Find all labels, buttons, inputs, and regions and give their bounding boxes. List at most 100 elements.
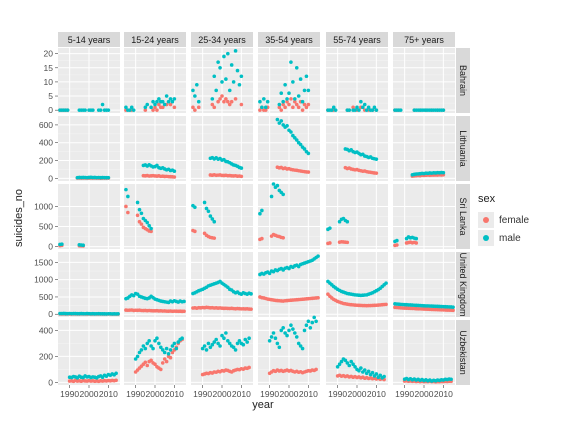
point-female [145,363,150,368]
y-tick-label: 0 [48,105,53,115]
point-male [302,328,307,333]
point-male [339,359,344,364]
facet-strip-label: Lithuania [458,130,468,167]
point-female [139,222,144,226]
point-male [243,337,248,342]
point-male [330,108,334,112]
point-male [287,91,291,96]
y-tick-label: 0 [48,173,53,183]
point-male [362,102,367,107]
facet-strip-label: 5-14 years [68,35,111,45]
point-male [83,108,87,112]
point-male [145,220,150,225]
point-male [451,305,455,309]
point-male [285,333,289,338]
point-male [289,130,293,134]
point-male [269,335,274,339]
legend-item-female: female [478,211,548,229]
point-male [237,82,242,87]
point-female [157,102,161,107]
point-female [285,99,289,104]
point-male [296,341,301,346]
point-male [345,361,350,365]
point-male [337,219,342,224]
y-tick-label: 500 [39,292,53,302]
point-male [298,344,303,348]
y-axis-title-wrap: suicides_no [9,170,29,270]
point-male [172,169,177,174]
point-female [182,309,186,314]
point-female [233,97,238,101]
point-female [210,102,215,107]
point-male [172,341,177,346]
point-male [231,345,236,350]
point-male [395,238,399,243]
point-female [281,102,285,107]
point-female [260,236,264,241]
point-female [160,361,165,365]
point-female [222,99,226,104]
point-male [249,292,253,296]
point-male [212,219,217,224]
point-male [275,117,280,122]
point-male [176,340,181,344]
point-female [451,308,455,313]
point-male [222,336,226,341]
point-male [193,205,197,210]
point-male [289,60,293,64]
point-male [300,99,305,104]
point-female [306,102,311,107]
point-male [349,359,353,364]
facet-strip-label: 75+ years [404,35,444,45]
point-male [312,315,316,320]
point-male [374,372,379,376]
point-male [170,344,175,348]
point-male [182,299,186,304]
point-male [241,342,246,347]
point-male [149,344,153,348]
x-tick-label: 1990 [126,389,145,399]
point-female [170,350,175,355]
point-male [275,183,280,188]
point-male [206,341,211,346]
point-male [306,88,311,93]
point-male [147,339,151,343]
point-male [258,99,262,104]
legend-title: sex [478,193,496,205]
point-male [191,88,195,93]
point-male [345,219,350,224]
point-female [384,302,388,307]
point-male [265,99,270,104]
point-male [357,368,361,373]
point-male [226,51,230,56]
point-male [267,271,272,276]
x-axis-title: year [252,399,274,411]
point-male [441,108,446,112]
x-tick-label: 2000 [213,389,232,399]
point-male [271,331,276,335]
point-female [149,229,153,234]
point-male [60,242,64,246]
point-male [214,337,218,342]
point-male [263,105,268,110]
point-male [220,333,224,338]
point-male [128,108,132,112]
point-male [357,108,361,112]
point-male [160,99,165,104]
y-tick-label: 10 [44,77,54,87]
point-male [226,339,230,343]
point-male [364,108,369,112]
point-female [196,105,201,110]
point-female [114,378,118,383]
point-male [285,97,289,101]
point-male [306,319,311,324]
point-female [172,175,177,179]
point-male [145,102,150,107]
point-female [151,108,155,112]
point-female [135,213,140,218]
point-female [149,358,153,363]
point-male [195,82,199,87]
point-female [191,105,195,110]
point-male [210,342,215,347]
x-tick-label: 2010 [99,389,118,399]
